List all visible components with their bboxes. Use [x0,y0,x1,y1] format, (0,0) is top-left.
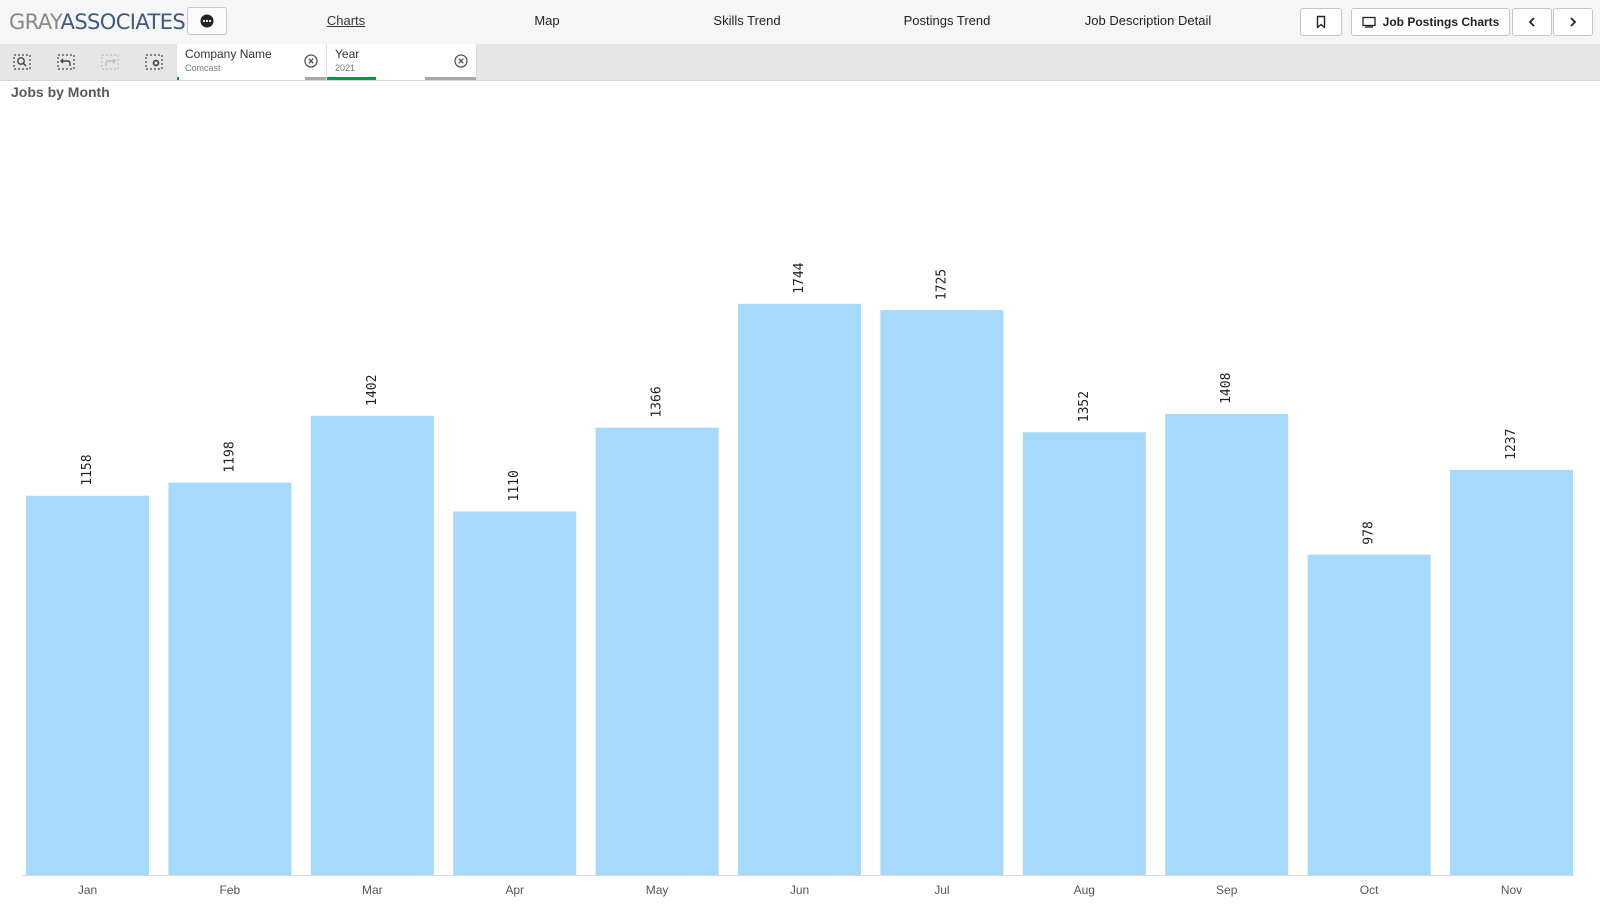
bookmark-icon [1316,15,1326,29]
step-forward-button [100,53,120,71]
clear-selections-button[interactable] [144,53,164,71]
sheet-icon [1362,16,1376,28]
data-label-may: 1366 [650,386,665,417]
selection-chip-company-name[interactable]: Company Name Comcast [177,44,327,80]
selection-chip-value: 2021 [335,63,356,73]
selection-chip-year[interactable]: Year 2021 [327,44,477,80]
data-label-nov: 1237 [1504,429,1519,460]
tab-job-description-detail[interactable]: Job Description Detail [1084,13,1212,28]
data-label-jan: 1158 [80,454,95,485]
bar-mar[interactable] [310,415,434,875]
data-label-sep: 1408 [1219,373,1234,404]
smart-search-button[interactable] [12,53,32,71]
step-forward-icon [101,54,119,70]
x-tick-label-aug: Aug [1074,883,1095,897]
chevron-left-icon [1528,17,1535,27]
x-tick-label-jun: Jun [790,883,809,897]
x-tick-label-may: May [646,883,669,897]
selection-state-bar [177,77,326,80]
selections-bar: Company Name Comcast Year 2021 [0,44,1600,81]
selection-chip-field: Company Name [185,47,272,61]
step-back-button[interactable] [56,53,76,71]
app-header: GRAYASSOCIATES Charts Map Skills Trend P… [0,0,1600,45]
bar-jun[interactable] [738,303,861,876]
bar-jan[interactable] [26,495,149,875]
next-sheet-button[interactable] [1553,8,1593,36]
bar-sep[interactable] [1165,413,1289,875]
chart-title: Jobs by Month [11,84,110,100]
data-label-jul: 1725 [934,269,949,300]
sheet-selector-label: Job Postings Charts [1382,15,1500,29]
sheet-selector-button[interactable]: Job Postings Charts [1351,8,1510,36]
tab-map[interactable]: Map [534,13,560,28]
clear-selection-icon[interactable] [304,54,318,68]
bar-jul[interactable] [880,310,1004,875]
data-label-feb: 1198 [222,441,237,472]
tab-postings-trend[interactable]: Postings Trend [903,13,991,28]
bar-oct[interactable] [1307,554,1431,875]
x-tick-label-mar: Mar [362,883,383,897]
data-label-apr: 1110 [507,470,522,501]
data-label-mar: 1402 [365,375,380,406]
clear-selection-icon[interactable] [454,54,468,68]
x-tick-label-sep: Sep [1216,883,1238,897]
x-tick-label-apr: Apr [505,883,524,897]
previous-sheet-button[interactable] [1512,8,1552,36]
selection-chip-field: Year [335,47,360,61]
tab-charts[interactable]: Charts [326,13,366,28]
x-tick-label-jan: Jan [78,883,97,897]
gray-associates-logo[interactable]: GRAYASSOCIATES [9,10,186,34]
bar-nov[interactable] [1450,469,1573,875]
step-back-icon [57,54,75,70]
x-tick-label-nov: Nov [1501,883,1522,897]
selection-chip-value: Comcast [185,63,221,73]
smart-search-icon [13,54,31,70]
data-label-jun: 1744 [792,262,807,293]
bar-may[interactable] [595,427,719,875]
bar-feb[interactable] [168,482,292,875]
x-tick-label-feb: Feb [220,883,241,897]
tab-skills-trend[interactable]: Skills Trend [713,13,781,28]
chevron-right-icon [1570,17,1577,27]
jobs-by-month-bar-chart: 1158 Jan 1198 Feb 1402 Mar 1110 Apr 1366 May 1744 J… [22,262,1574,897]
bookmarks-button[interactable] [1300,8,1342,36]
data-label-aug: 1352 [1077,391,1092,422]
x-tick-label-jul: Jul [934,883,949,897]
clear-selections-icon [145,54,163,70]
data-label-oct: 978 [1362,521,1377,544]
bar-apr[interactable] [453,511,577,875]
navigation-menu-button[interactable] [187,7,227,35]
ellipsis-icon [200,14,214,28]
bar-aug[interactable] [1022,432,1146,875]
selection-state-bar [327,77,476,80]
x-tick-label-oct: Oct [1360,883,1379,897]
